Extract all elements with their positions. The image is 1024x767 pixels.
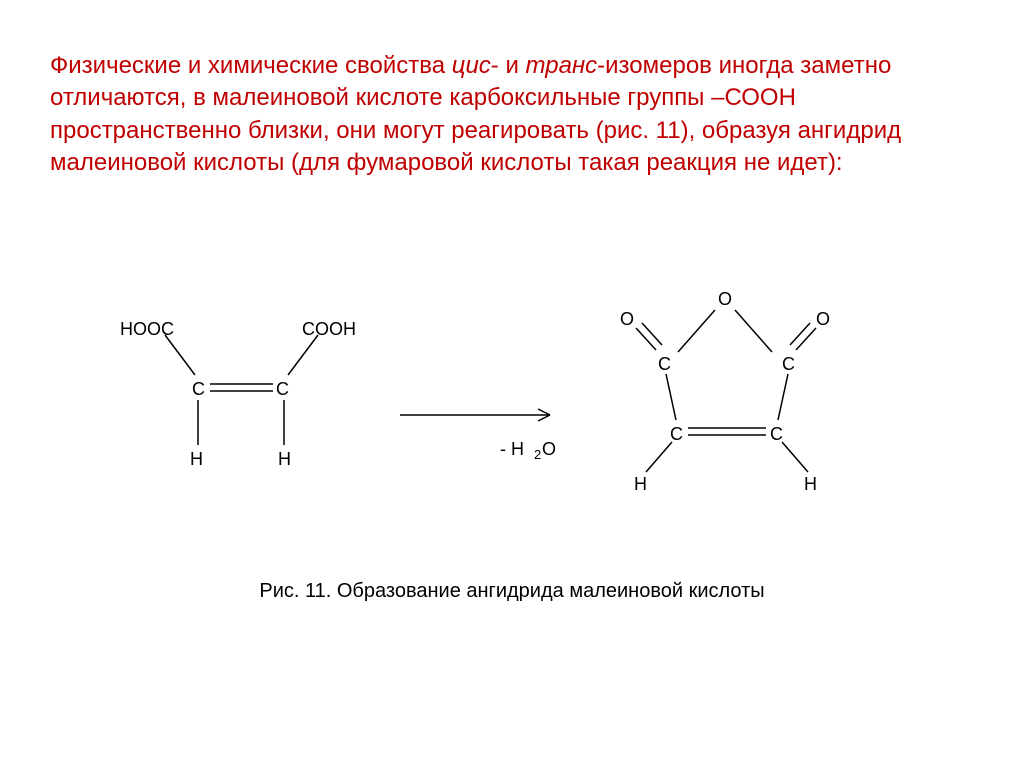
atom-label: O	[718, 290, 732, 308]
headline-seg1: Физические и химические свойства	[50, 52, 452, 79]
atom-label: H	[634, 475, 647, 493]
atom-label: 2	[534, 448, 541, 461]
atom-label: O	[816, 310, 830, 328]
atom-label: C	[670, 425, 683, 443]
atom-label: O	[542, 440, 556, 458]
headline: Физические и химические свойства цис- и …	[50, 50, 964, 180]
atom-label: H	[278, 450, 291, 468]
atom-label: C	[192, 380, 205, 398]
atom-label: HOOC	[120, 320, 174, 338]
atom-label: C	[782, 355, 795, 373]
caption-text: Рис. 11. Образование ангидрида малеиново…	[259, 580, 764, 602]
atom-label: COOH	[302, 320, 356, 338]
headline-seg2: цис	[452, 52, 491, 79]
headline-seg3: - и	[491, 52, 526, 79]
atom-label: C	[770, 425, 783, 443]
slide: Физические и химические свойства цис- и …	[0, 0, 1024, 767]
atom-label: C	[658, 355, 671, 373]
atom-label: H	[804, 475, 817, 493]
atom-label: C	[276, 380, 289, 398]
figure-caption: Рис. 11. Образование ангидрида малеиново…	[0, 580, 1024, 603]
reaction-diagram: HOOCCOOHCCHH- H2OOOOCCCCHH	[120, 300, 900, 520]
atom-label: O	[620, 310, 634, 328]
atom-label: H	[190, 450, 203, 468]
atom-label: - H	[500, 440, 524, 458]
headline-seg4: транс	[526, 52, 598, 79]
